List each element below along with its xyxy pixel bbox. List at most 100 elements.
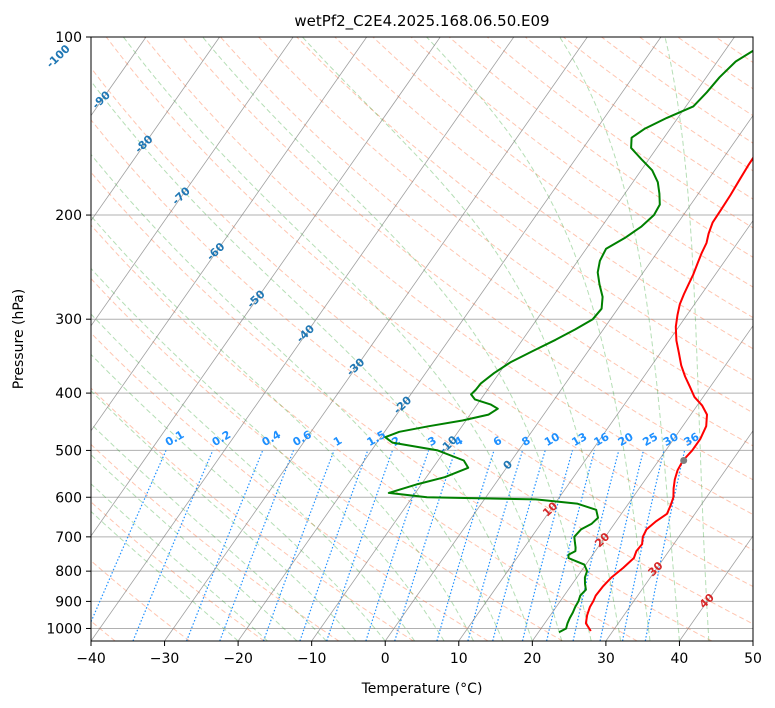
skewed-isotherm [605, 430, 753, 641]
x-tick-label: 30 [597, 651, 615, 667]
x-tick-label: −30 [150, 651, 180, 667]
dry-adiabat [91, 332, 489, 641]
isotherm-label: -80 [132, 132, 156, 155]
dry-adiabat [754, 37, 775, 641]
dry-adiabat [410, 37, 753, 288]
mixing-ratio-line [599, 450, 644, 641]
temperature-profile [584, 156, 753, 632]
moist-adiabats [91, 37, 710, 641]
moist-adiabat [91, 390, 357, 641]
dry-adiabats [91, 37, 775, 641]
isotherm-label: -100 [44, 42, 73, 71]
moist-adiabat [202, 37, 592, 641]
skewed-isotherm [752, 640, 753, 641]
moist-adiabat [91, 454, 298, 641]
x-tick-label: 0 [381, 651, 390, 667]
x-tick-label: 20 [523, 651, 541, 667]
x-tick-label: −10 [297, 651, 327, 667]
dry-adiabat [105, 37, 753, 551]
y-tick-label: 100 [55, 30, 82, 46]
dry-adiabat [91, 501, 265, 641]
moist-adiabat [91, 153, 504, 641]
y-tick-label: 600 [55, 490, 82, 506]
dewpoint-profile [384, 49, 753, 634]
dry-adiabat [91, 560, 191, 641]
moist-adiabat [91, 423, 327, 641]
skewed-isotherm [311, 37, 735, 641]
y-tick-label: 400 [55, 386, 82, 402]
plot-frame [90, 36, 754, 642]
isotherm-label: 40 [697, 591, 717, 611]
mixing-ratio-line [262, 450, 335, 641]
mixing-ratio-lines [91, 450, 686, 641]
chart-title: wetPf2_C2E4.2025.168.06.50.E09 [294, 12, 549, 31]
mixing-ratio-label: 0.6 [291, 428, 315, 449]
mixing-ratio-label: 6 [491, 434, 504, 449]
y-tick-label: 200 [55, 208, 82, 224]
moist-adiabat [91, 510, 239, 641]
moist-adiabat [91, 267, 445, 641]
dry-adiabat [91, 387, 414, 641]
mixing-ratio-label: 36 [682, 430, 702, 449]
skewed-isotherm [91, 37, 220, 222]
y-tick-label: 300 [55, 312, 82, 328]
x-tick-label: −20 [223, 651, 253, 667]
skewed-isotherm [91, 37, 368, 432]
isotherm-label: 20 [592, 530, 612, 550]
skewed-isotherms [91, 37, 753, 641]
dry-adiabat [601, 37, 753, 144]
mixing-ratio-line [365, 450, 430, 641]
y-axis-label: Pressure (hPa) [11, 289, 27, 389]
y-tick-label: 500 [55, 443, 82, 459]
mixing-ratio-line [644, 450, 686, 641]
sounding-profiles [384, 49, 753, 634]
y-tick-label: 1000 [46, 621, 82, 637]
mixing-ratio-line [467, 450, 524, 641]
isotherm-label: -30 [344, 355, 368, 378]
dry-adiabat [91, 119, 753, 625]
x-tick-label: −40 [76, 651, 106, 667]
mixing-ratio-label: 0.1 [163, 428, 186, 449]
moist-adiabat [302, 37, 622, 641]
moist-adiabat [426, 37, 651, 641]
dry-adiabat [91, 224, 638, 641]
mixing-ratio-line [186, 450, 264, 641]
moist-adiabat [664, 37, 710, 641]
dry-adiabat [258, 37, 753, 414]
mixing-ratio-line [546, 450, 596, 641]
dry-adiabat [91, 443, 340, 641]
skewed-isotherm [679, 535, 753, 641]
mixing-ratio-line [326, 450, 394, 641]
dry-adiabat [143, 37, 753, 516]
lcl-marker [680, 457, 688, 464]
mixing-ratio-line [492, 450, 546, 641]
skewed-isotherm [91, 37, 441, 537]
skewed-isotherm [164, 37, 588, 641]
dry-adiabat [182, 37, 753, 481]
dry-adiabat [334, 37, 753, 350]
dry-adiabat [486, 37, 753, 229]
moist-adiabat [91, 483, 268, 641]
moist-adiabat [91, 313, 416, 641]
mixing-ratio-line [622, 450, 665, 641]
isotherm-label: -50 [244, 287, 268, 310]
mixing-ratio-label: 25 [640, 430, 660, 449]
mixing-ratio-line [572, 450, 620, 641]
isotherm-label: -20 [391, 393, 415, 416]
skewed-isotherm [458, 219, 753, 641]
x-tick-label: 10 [450, 651, 468, 667]
dry-adiabat [715, 37, 753, 64]
x-tick-label: 50 [744, 651, 762, 667]
mixing-ratio-line [91, 450, 167, 624]
y-axis: 100 200 300 400 500 600 700 800 900 1000 [46, 30, 91, 637]
y-tick-label: 900 [55, 594, 82, 610]
dry-adiabat [91, 277, 563, 641]
skewed-isotherm [237, 37, 662, 641]
isotherm-label: 30 [646, 559, 666, 579]
isotherm-label: -60 [204, 240, 228, 263]
isotherm-label: 0 [501, 457, 516, 472]
dry-adiabat [372, 37, 753, 319]
isotherm-label: -70 [169, 184, 193, 207]
